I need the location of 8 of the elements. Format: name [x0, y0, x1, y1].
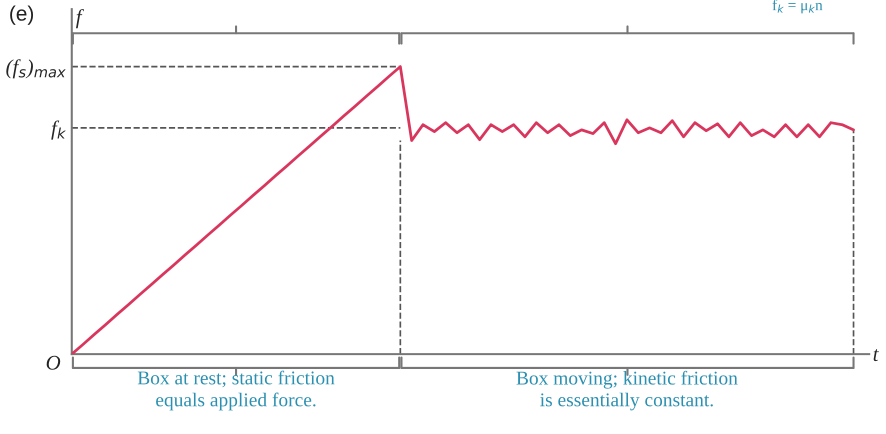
text: (e): [10, 5, 34, 25]
x-axis-title: t: [874, 349, 879, 362]
text: Box at rest; static friction equals applied force.: [138, 370, 335, 410]
text: O: [46, 356, 60, 370]
ref-line-label: f$_{k}$: [51, 120, 66, 140]
text: Box moving; kinetic friction is essentially constant.: [516, 370, 738, 410]
ref-line-label: (f$_{s}$)$_{max}$: [6, 59, 66, 78]
y-axis-title: f: [76, 9, 84, 28]
